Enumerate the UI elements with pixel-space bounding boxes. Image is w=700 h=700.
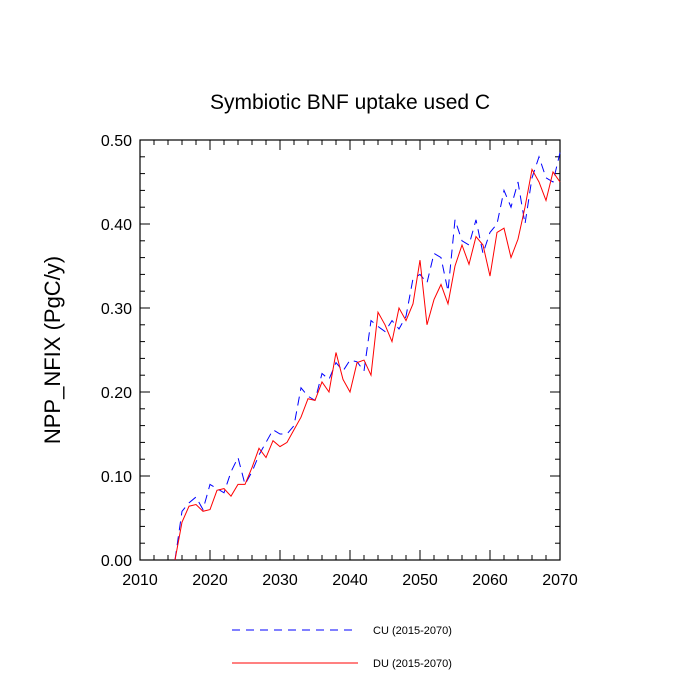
x-tick-label: 2070: [542, 572, 578, 589]
y-tick-label: 0.20: [101, 385, 132, 402]
plot-frame: [139, 139, 561, 561]
series-line-du: [174, 167, 561, 561]
legend: CU (2015-2070) DU (2015-2070): [232, 625, 452, 670]
x-tick-label: 2010: [122, 572, 158, 589]
legend-label-du: DU (2015-2070): [373, 658, 452, 670]
x-tick-label: 2040: [332, 572, 368, 589]
series-layer: [174, 152, 561, 561]
x-axis: 2010 2020 2030 2040 2050 2060 2070: [122, 140, 578, 589]
y-tick-label: 0.50: [101, 133, 132, 150]
x-tick-label: 2020: [192, 572, 228, 589]
series-line-cu: [174, 152, 561, 561]
x-tick-label: 2030: [262, 572, 298, 589]
plot-area: [139, 139, 561, 561]
x-tick-label: 2060: [472, 572, 508, 589]
y-tick-label: 0.10: [101, 469, 132, 486]
y-axis-label: NPP_NFIX (PgC/y): [40, 256, 65, 444]
y-tick-label: 0.00: [101, 553, 132, 570]
y-tick-label: 0.40: [101, 217, 132, 234]
y-tick-label: 0.30: [101, 301, 132, 318]
x-tick-label: 2050: [402, 572, 438, 589]
legend-label-cu: CU (2015-2070): [373, 625, 452, 637]
y-axis: 0.00 0.10 0.20 0.30 0.40 0.50: [101, 133, 560, 570]
chart-title: Symbiotic BNF uptake used C: [210, 91, 490, 114]
